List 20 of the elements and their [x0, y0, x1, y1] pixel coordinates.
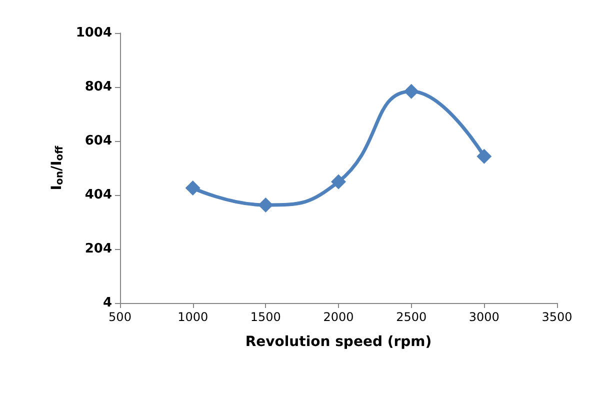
point	[476, 148, 492, 164]
x-tick-label: 3500	[542, 310, 572, 324]
x-tick-label: 2000	[323, 310, 354, 324]
y-tick-label: 4	[102, 296, 112, 310]
y-tick-label: 604	[84, 134, 112, 148]
y-tick-label: 804	[84, 80, 112, 94]
x-tick-label: 1500	[250, 310, 281, 324]
point	[331, 174, 346, 190]
y-tick-label: 204	[84, 242, 112, 256]
y-tick-label: 1004	[76, 26, 112, 40]
y-axis-title: Ion/Ioff	[48, 144, 66, 190]
x-tick-label: 500	[108, 310, 132, 324]
x-axis-title: Revolution speed (rpm)	[245, 334, 432, 350]
point	[258, 197, 274, 212]
x-tick-label: 2500	[396, 310, 427, 324]
point	[185, 180, 200, 196]
point	[404, 84, 419, 99]
y-tick-label: 404	[84, 188, 112, 202]
x-tick-label: 3000	[468, 310, 500, 324]
x-tick-label: 1000	[178, 310, 208, 324]
